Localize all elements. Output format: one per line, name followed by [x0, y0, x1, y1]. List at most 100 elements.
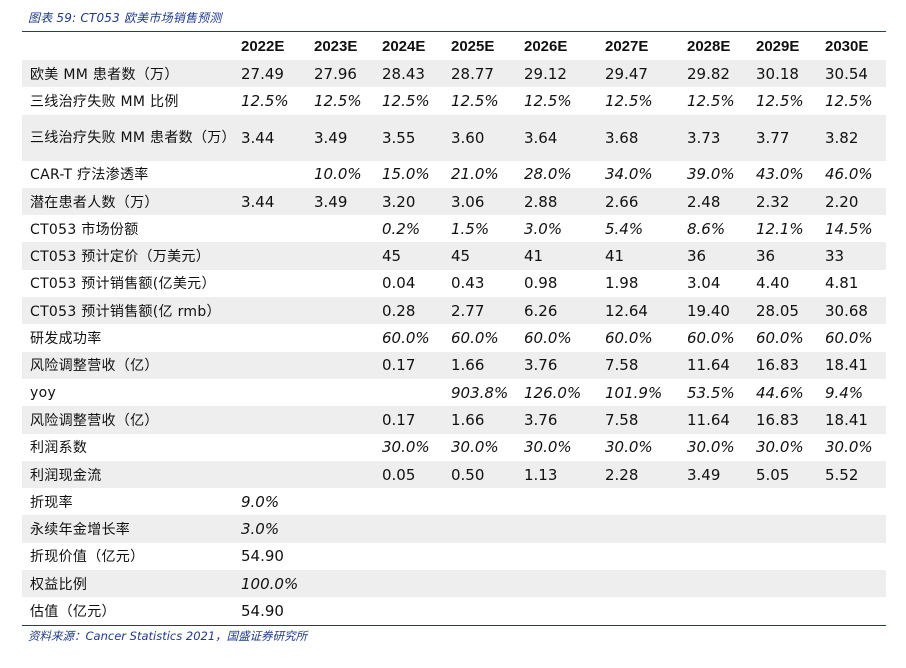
table-row: 三线治疗失败 MM 患者数（万） 3.44 3.49 3.55 3.60 3.64 3.68…: [22, 114, 886, 161]
header-row: 2022E 2023E 2024E 2025E 2026E 2027E 2028E 2029E…: [22, 32, 886, 60]
row-label: 永续年金增长率: [30, 522, 131, 539]
table-cell: [749, 597, 818, 624]
table-cell: 30.0%: [756, 438, 804, 457]
table-cell: [307, 242, 375, 269]
table-cell: 28.05: [756, 301, 799, 320]
row-label: yoy: [30, 384, 57, 401]
table-cell: [598, 543, 680, 570]
row-label: 折现率: [30, 494, 73, 511]
table-cell: 10.0%: [314, 165, 362, 184]
table-cell: [234, 352, 307, 379]
header-cell-year: 2023E: [314, 37, 358, 55]
table-cell: [818, 488, 886, 515]
row-label: 折现价值（亿元）: [30, 549, 145, 566]
table-row: 欧美 MM 患者数（万） 27.49 27.96 28.43 28.77 29.12 29.…: [22, 60, 886, 88]
table-cell: 53.5%: [687, 383, 735, 402]
table-cell: [307, 488, 375, 515]
table-row: 三线治疗失败 MM 比例 12.5% 12.5% 12.5% 12.5% 12.5% 12.…: [22, 87, 886, 115]
table-cell: [598, 597, 680, 624]
table-cell: [307, 543, 375, 570]
table-cell: 2.88: [524, 192, 558, 211]
table-cell: 34.0%: [605, 165, 653, 184]
table-cell: 60.0%: [382, 329, 430, 348]
table-cell: [375, 570, 444, 597]
table-cell: 3.76: [524, 356, 558, 375]
table-row: 估值（亿元） 54.90: [22, 597, 886, 625]
table-cell: 28.0%: [524, 165, 572, 184]
table-cell: 3.49: [314, 128, 348, 147]
table-cell: [307, 515, 375, 542]
table-cell: 12.64: [605, 301, 648, 320]
table-cell: 1.66: [451, 410, 485, 429]
table-cell: [680, 543, 749, 570]
table-cell: 3.44: [241, 192, 275, 211]
table-cell: 60.0%: [605, 329, 653, 348]
table-cell: [517, 597, 598, 624]
table-cell: [444, 515, 517, 542]
table-cell: 12.5%: [687, 91, 735, 110]
table-cell: [680, 488, 749, 515]
table-cell: 3.73: [687, 128, 721, 147]
table-cell: 1.66: [451, 356, 485, 375]
table-cell: [307, 215, 375, 242]
table-cell: 29.82: [687, 64, 730, 83]
table-cell: 0.98: [524, 274, 558, 293]
table-cell: 27.49: [241, 64, 284, 83]
table-cell: 9.0%: [241, 492, 280, 511]
table-cell: [234, 406, 307, 433]
table-cell: 101.9%: [605, 383, 663, 402]
table-body: 欧美 MM 患者数（万） 27.49 27.96 28.43 28.77 29.12 29.…: [22, 60, 886, 625]
header-cell-year: 2025E: [451, 37, 495, 55]
table-cell: [234, 461, 307, 488]
table-cell: 3.76: [524, 410, 558, 429]
table-cell: [517, 515, 598, 542]
table-row: 风险调整营收（亿） 0.17 1.66 3.76 7.58 11.64 16.83 18.41: [22, 351, 886, 379]
table-cell: 12.5%: [382, 91, 430, 110]
table-cell: [234, 215, 307, 242]
table-cell: 29.47: [605, 64, 648, 83]
table-cell: [375, 515, 444, 542]
figure-caption: 图表 59: CT053 欧美市场销售预测: [28, 11, 222, 25]
table-cell: 9.4%: [825, 383, 864, 402]
bottom-rule: [22, 625, 886, 626]
table-cell: 12.5%: [451, 91, 499, 110]
table-cell: 5.52: [825, 465, 859, 484]
header-cell-year: 2027E: [605, 37, 649, 55]
table-cell: 21.0%: [451, 165, 499, 184]
table-row: 研发成功率 60.0% 60.0% 60.0% 60.0% 60.0% 60.0% 60.0%: [22, 324, 886, 352]
table-cell: 3.64: [524, 128, 558, 147]
table-cell: 3.77: [756, 128, 790, 147]
table-cell: 30.0%: [687, 438, 735, 457]
table-cell: 2.32: [756, 192, 790, 211]
row-label: 风险调整营收（亿）: [30, 412, 159, 429]
table-cell: 44.6%: [756, 383, 804, 402]
table-cell: 5.4%: [605, 219, 644, 238]
table-cell: [444, 597, 517, 624]
table-cell: 19.40: [687, 301, 730, 320]
table-cell: 0.05: [382, 465, 416, 484]
table-cell: 6.26: [524, 301, 558, 320]
table-cell: 33: [825, 247, 845, 266]
table-cell: [444, 488, 517, 515]
table-cell: 3.49: [687, 465, 721, 484]
table-cell: 5.05: [756, 465, 790, 484]
table-cell: [307, 297, 375, 324]
table-cell: [375, 488, 444, 515]
table-cell: 54.90: [241, 601, 284, 620]
table-cell: [444, 570, 517, 597]
table-cell: [598, 488, 680, 515]
table-cell: [234, 434, 307, 461]
table-row: 永续年金增长率 3.0%: [22, 515, 886, 543]
table-cell: 60.0%: [687, 329, 735, 348]
header-cell-year: 2024E: [382, 37, 426, 55]
table-cell: 3.55: [382, 128, 416, 147]
table-cell: [444, 543, 517, 570]
table-cell: 2.66: [605, 192, 639, 211]
table-cell: 3.0%: [241, 520, 280, 539]
table-cell: 18.41: [825, 356, 868, 375]
table-cell: [375, 597, 444, 624]
table-cell: 0.17: [382, 356, 416, 375]
table-cell: 30.54: [825, 64, 868, 83]
table-cell: 30.0%: [524, 438, 572, 457]
table-cell: 43.0%: [756, 165, 804, 184]
